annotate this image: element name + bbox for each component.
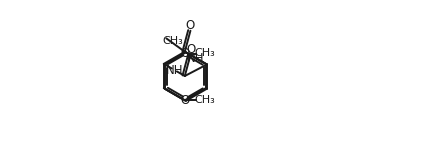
Text: CH₃: CH₃	[194, 95, 215, 105]
Text: O: O	[187, 43, 196, 56]
Text: O: O	[186, 19, 195, 32]
Text: O: O	[181, 93, 190, 107]
Text: O: O	[181, 47, 190, 60]
Text: CH₃: CH₃	[163, 36, 183, 46]
Text: NH: NH	[165, 64, 183, 77]
Text: CH₃: CH₃	[194, 48, 215, 58]
Text: NH: NH	[187, 52, 204, 65]
